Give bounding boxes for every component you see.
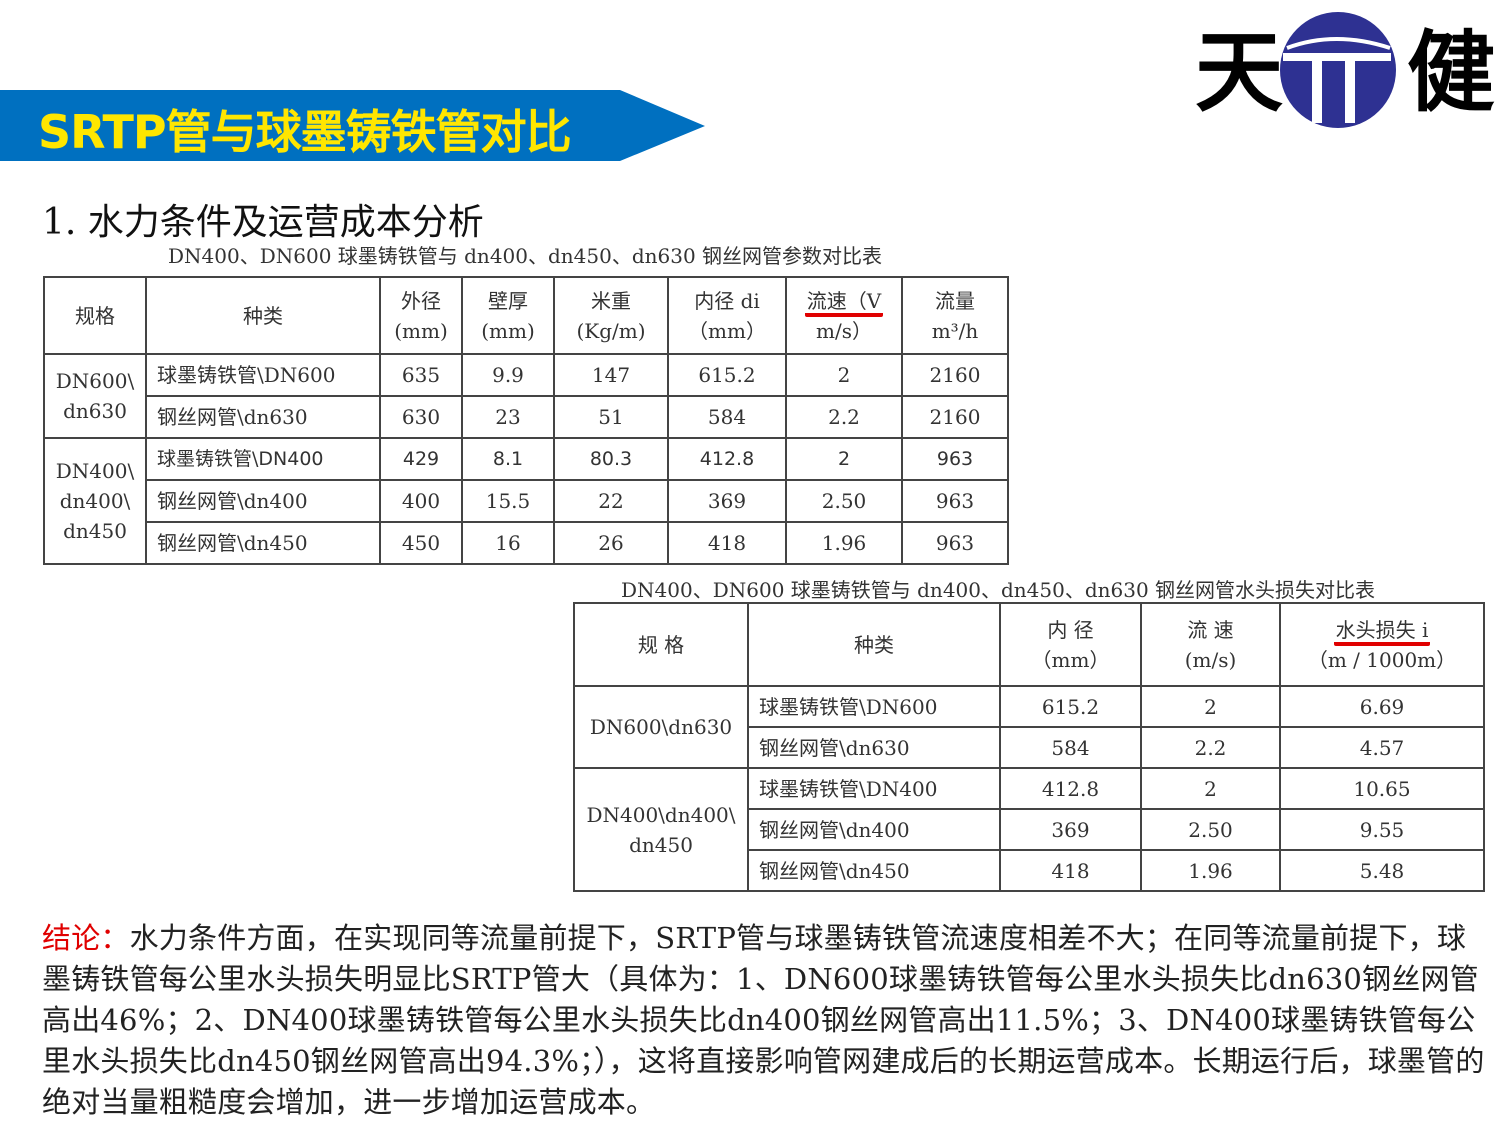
table-row: 钢丝网管\dn630 584 2.2 4.57 (574, 726, 1485, 769)
type-cell: 球墨铸铁管\DN400 (145, 437, 381, 481)
value-cell: 2.2 (1140, 726, 1281, 769)
header-cell: 米重 (Kg/m) (553, 276, 669, 355)
value-cell: 412.8 (667, 437, 787, 481)
value-cell: 51 (553, 395, 669, 439)
conclusion-paragraph: 结论：水力条件方面，在实现同等流量前提下，SRTP管与球墨铸铁管流速度相差不大；… (42, 918, 1492, 1123)
table-row: 钢丝网管\dn450 418 1.96 5.48 (574, 849, 1485, 892)
table-row: DN400\ dn400\ dn450 球墨铸铁管\DN400 429 8.1 80.3… (43, 437, 1009, 565)
value-cell: 2 (785, 353, 903, 397)
header-cell-velocity: 流速（V m/s） (785, 276, 903, 355)
value-cell: 2.2 (785, 395, 903, 439)
type-cell: 钢丝网管\dn450 (145, 521, 381, 565)
value-cell: 9.55 (1279, 808, 1485, 851)
value-cell: 963 (901, 437, 1009, 481)
spec-cell: DN600\dn630 (573, 685, 749, 769)
value-cell: 963 (901, 521, 1009, 565)
table-row: DN600\ dn630 球墨铸铁管\DN600 635 9.9 147 615.2 2 21… (43, 353, 1009, 439)
value-cell: 5.48 (1279, 849, 1485, 892)
table-row: 钢丝网管\dn400 400 15.5 22 369 2.50 963 (44, 479, 1009, 523)
value-cell: 400 (379, 479, 463, 523)
type-cell: 钢丝网管\dn400 (747, 808, 1001, 851)
value-cell: 1.96 (785, 521, 903, 565)
type-cell: 钢丝网管\dn450 (747, 849, 1001, 892)
value-cell: 22 (553, 479, 669, 523)
value-cell: 8.1 (461, 437, 555, 481)
head-loss-comparison-table: 规 格 种类 内 径（mm） 流 速 (m/s) 水头损失 i （m / 1000m… (573, 602, 1485, 892)
table-row: DN600\dn630 球墨铸铁管\DN600 615.2 2 6.69 (573, 685, 1485, 769)
value-cell: 418 (999, 849, 1142, 892)
table-header-row: 规格 种类 外径 (mm) 壁厚 (mm) 米重 (Kg/m) 内径 di （mm） 流… (43, 276, 1009, 355)
parameter-comparison-table: 规格 种类 外径 (mm) 壁厚 (mm) 米重 (Kg/m) 内径 di （mm） 流… (43, 276, 1009, 565)
slide-title: SRTP管与球墨铸铁管对比 (38, 105, 572, 159)
company-logo: 天 健 (1195, 8, 1500, 133)
type-cell: 钢丝网管\dn630 (747, 726, 1001, 769)
value-cell: 2 (1140, 685, 1281, 728)
table-header-row: 规 格 种类 内 径（mm） 流 速 (m/s) 水头损失 i （m / 1000m… (573, 602, 1485, 687)
header-cell: 种类 (747, 602, 1001, 687)
svg-text:健: 健 (1407, 20, 1495, 124)
value-cell: 26 (553, 521, 669, 565)
table-row: 钢丝网管\dn630 630 23 51 584 2.2 2160 (44, 395, 1009, 439)
value-cell: 2.50 (785, 479, 903, 523)
spec-cell: DN400\dn400\ dn450 (573, 767, 749, 892)
value-cell: 418 (667, 521, 787, 565)
banner-arrow-shape (0, 90, 705, 161)
header-cell: 流 速 (m/s) (1140, 602, 1281, 687)
type-cell: 钢丝网管\dn630 (145, 395, 381, 439)
table-row: 钢丝网管\dn450 450 16 26 418 1.96 963 (44, 521, 1009, 565)
header-cell-head-loss: 水头损失 i （m / 1000m） (1279, 602, 1485, 687)
value-cell: 2.50 (1140, 808, 1281, 851)
value-cell: 15.5 (461, 479, 555, 523)
header-cell: 规格 (43, 276, 147, 355)
value-cell: 369 (667, 479, 787, 523)
value-cell: 615.2 (999, 685, 1142, 728)
value-cell: 147 (553, 353, 669, 397)
type-cell: 钢丝网管\dn400 (145, 479, 381, 523)
header-cell: 流量 m³/h (901, 276, 1009, 355)
table2-caption: DN400、DN600 球墨铸铁管与 dn400、dn450、dn630 钢丝网… (621, 578, 1376, 602)
header-cell: 壁厚 (mm) (461, 276, 555, 355)
value-cell: 1.96 (1140, 849, 1281, 892)
header-cell: 内 径（mm） (999, 602, 1142, 687)
spec-cell: DN600\ dn630 (43, 353, 147, 439)
value-cell: 9.9 (461, 353, 555, 397)
conclusion-text: 水力条件方面，在实现同等流量前提下，SRTP管与球墨铸铁管流速度相差不大；在同等… (42, 921, 1485, 1119)
value-cell: 615.2 (667, 353, 787, 397)
header-cell: 种类 (145, 276, 381, 355)
value-cell: 2160 (901, 353, 1009, 397)
spec-cell: DN400\ dn400\ dn450 (43, 437, 147, 565)
type-cell: 球墨铸铁管\DN600 (747, 685, 1001, 728)
value-cell: 16 (461, 521, 555, 565)
table-row: DN400\dn400\ dn450 球墨铸铁管\DN400 412.8 2 10.65 (573, 767, 1485, 892)
type-cell: 球墨铸铁管\DN600 (145, 353, 381, 397)
value-cell: 369 (999, 808, 1142, 851)
value-cell: 4.57 (1279, 726, 1485, 769)
table1-caption: DN400、DN600 球墨铸铁管与 dn400、dn450、dn630 钢丝网… (168, 244, 883, 268)
value-cell: 80.3 (553, 437, 669, 481)
value-cell: 584 (999, 726, 1142, 769)
table-row: 钢丝网管\dn400 369 2.50 9.55 (574, 808, 1485, 851)
conclusion-label: 结论： (42, 921, 130, 955)
value-cell: 450 (379, 521, 463, 565)
header-cell: 规 格 (573, 602, 749, 687)
section-heading: 1. 水力条件及运营成本分析 (42, 202, 484, 243)
value-cell: 2 (1140, 767, 1281, 810)
value-cell: 6.69 (1279, 685, 1485, 728)
value-cell: 10.65 (1279, 767, 1485, 810)
value-cell: 963 (901, 479, 1009, 523)
value-cell: 412.8 (999, 767, 1142, 810)
type-cell: 球墨铸铁管\DN400 (747, 767, 1001, 810)
value-cell: 635 (379, 353, 463, 397)
value-cell: 429 (379, 437, 463, 481)
title-banner: SRTP管与球墨铸铁管对比 (0, 90, 705, 161)
svg-text:天: 天 (1195, 20, 1283, 124)
value-cell: 23 (461, 395, 555, 439)
value-cell: 2 (785, 437, 903, 481)
value-cell: 630 (379, 395, 463, 439)
value-cell: 584 (667, 395, 787, 439)
header-cell: 内径 di （mm） (667, 276, 787, 355)
value-cell: 2160 (901, 395, 1009, 439)
header-cell: 外径 (mm) (379, 276, 463, 355)
